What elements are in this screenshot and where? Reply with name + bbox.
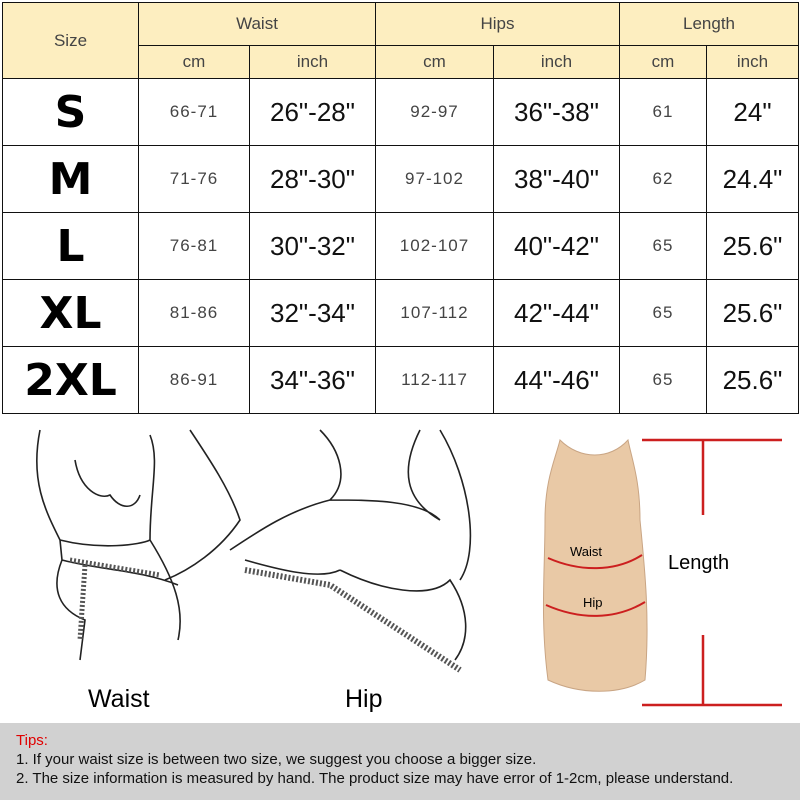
subheader-inch: inch xyxy=(493,45,620,79)
header-size: Size xyxy=(2,2,139,79)
cell-waist-cm: 71-76 xyxy=(138,145,250,213)
table-row: 2XL 86-91 34"-36" 112-117 44"-46" 65 25.6" xyxy=(2,346,799,414)
cell-length-inch: 25.6" xyxy=(706,346,799,414)
table-row: S 66-71 26"-28" 92-97 36"-38" 61 24" xyxy=(2,78,799,146)
cell-size: XL xyxy=(2,279,139,347)
hip-label: Hip xyxy=(345,685,383,713)
cell-waist-cm: 81-86 xyxy=(138,279,250,347)
cell-size: S xyxy=(2,78,139,146)
cell-size: 2XL xyxy=(2,346,139,414)
table-row: M 71-76 28"-30" 97-102 38"-40" 62 24.4" xyxy=(2,145,799,213)
header-length: Length xyxy=(619,2,799,46)
length-label: Length xyxy=(668,552,730,574)
subheader-inch: inch xyxy=(706,45,799,79)
hip-figure-drawing xyxy=(229,429,472,673)
cell-length-cm: 62 xyxy=(619,145,707,213)
cell-hips-cm: 102-107 xyxy=(375,212,494,280)
tips-box: Tips: 1. If your waist size is between t… xyxy=(0,723,800,800)
cell-hips-inch: 44"-46" xyxy=(493,346,620,414)
cell-hips-inch: 36"-38" xyxy=(493,78,620,146)
dress-waist-label: Waist xyxy=(570,544,603,559)
measurement-drawings xyxy=(36,429,782,707)
header-hips: Hips xyxy=(375,2,620,46)
cell-hips-inch: 38"-40" xyxy=(493,145,620,213)
cell-length-cm: 65 xyxy=(619,279,707,347)
cell-hips-cm: 97-102 xyxy=(375,145,494,213)
cell-hips-cm: 107-112 xyxy=(375,279,494,347)
cell-waist-cm: 86-91 xyxy=(138,346,250,414)
cell-hips-cm: 92-97 xyxy=(375,78,494,146)
cell-waist-inch: 30"-32" xyxy=(249,212,376,280)
cell-waist-inch: 34"-36" xyxy=(249,346,376,414)
tips-title: Tips: xyxy=(16,732,48,749)
dress-drawing xyxy=(542,438,782,707)
cell-waist-inch: 26"-28" xyxy=(249,78,376,146)
size-chart-table: Size Waist Hips Length cm inch cm inch c… xyxy=(2,2,799,414)
cell-waist-inch: 32"-34" xyxy=(249,279,376,347)
table-row: XL 81-86 32"-34" 107-112 42"-44" 65 25.6" xyxy=(2,279,799,347)
header-waist: Waist xyxy=(138,2,376,46)
cell-hips-cm: 112-117 xyxy=(375,346,494,414)
cell-length-cm: 61 xyxy=(619,78,707,146)
waist-label: Waist xyxy=(88,685,150,713)
cell-waist-cm: 76-81 xyxy=(138,212,250,280)
subheader-cm: cm xyxy=(138,45,250,79)
table-row: L 76-81 30"-32" 102-107 40"-42" 65 25.6" xyxy=(2,212,799,280)
subheader-inch: inch xyxy=(249,45,376,79)
cell-length-inch: 25.6" xyxy=(706,212,799,280)
cell-waist-inch: 28"-30" xyxy=(249,145,376,213)
cell-size: L xyxy=(2,212,139,280)
cell-length-inch: 25.6" xyxy=(706,279,799,347)
cell-length-cm: 65 xyxy=(619,346,707,414)
cell-length-inch: 24" xyxy=(706,78,799,146)
subheader-cm: cm xyxy=(619,45,707,79)
dress-hip-label: Hip xyxy=(583,595,603,610)
waist-figure-drawing xyxy=(36,429,241,661)
measurement-illustrations: Waist Hip Waist Hip Length xyxy=(0,420,800,720)
tip-item: 1. If your waist size is between two siz… xyxy=(16,751,537,768)
cell-length-cm: 65 xyxy=(619,212,707,280)
cell-size: M xyxy=(2,145,139,213)
subheader-cm: cm xyxy=(375,45,494,79)
cell-waist-cm: 66-71 xyxy=(138,78,250,146)
cell-length-inch: 24.4" xyxy=(706,145,799,213)
cell-hips-inch: 42"-44" xyxy=(493,279,620,347)
cell-hips-inch: 40"-42" xyxy=(493,212,620,280)
tip-item: 2. The size information is measured by h… xyxy=(16,770,734,787)
